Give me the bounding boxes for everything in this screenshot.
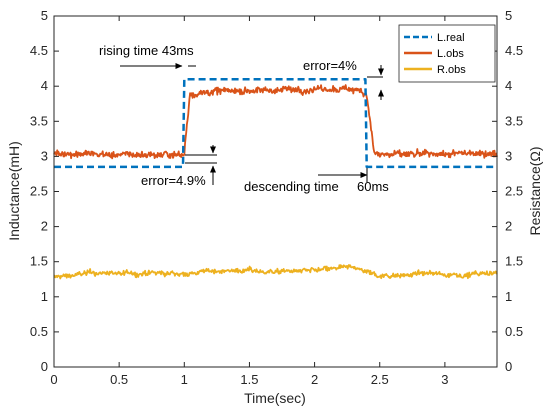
y-axis-right-label: Resistance(Ω) — [527, 146, 543, 235]
series-line-r-obs — [53, 264, 498, 280]
annotation-error-top: error=4% — [303, 58, 384, 100]
y-tick-label-left: 5 — [41, 8, 48, 23]
y-tick-label-left: 4 — [41, 78, 48, 93]
annotation-error-bottom-text: error=4.9% — [141, 173, 206, 188]
annotation-rising-text: rising time 43ms — [99, 43, 194, 58]
annotation-descending-ms: 60ms — [357, 179, 389, 194]
y-tick-label-left: 2.5 — [30, 184, 48, 199]
series-line-l-obs — [53, 84, 498, 160]
y-tick-label-right: 2.5 — [505, 184, 523, 199]
y-tick-label-left: 1.5 — [30, 254, 48, 269]
y-tick-label-left: 3 — [41, 148, 48, 163]
axis-ticks: 0 0.5 1 1.5 2 2.5 30 00.5 0.51 11.5 1.52 22.5 2.53 33… — [30, 8, 523, 387]
y-tick-label-left: 0.5 — [30, 324, 48, 339]
y-tick-label-right: 2 — [505, 219, 512, 234]
y-tick-label-right: 5 — [505, 8, 512, 23]
x-tick-label: 2 — [311, 372, 318, 387]
y-tick-label-left: 1 — [41, 289, 48, 304]
y-tick-label-left: 4.5 — [30, 43, 48, 58]
y-tick-label-right: 3.5 — [505, 113, 523, 128]
y-tick-label-right: 0.5 — [505, 324, 523, 339]
legend-label-r-obs: R.obs — [437, 64, 466, 76]
x-tick-label: 1 — [181, 372, 188, 387]
y-axis-left-label: Inductance(mH) — [6, 141, 22, 241]
x-tick-label: 2.5 — [371, 372, 389, 387]
y-tick-label-right: 0 — [505, 359, 512, 374]
x-tick-label: 0 — [50, 372, 57, 387]
x-tick-label: 0.5 — [110, 372, 128, 387]
annotation-rising: rising time 43ms — [99, 43, 196, 69]
annotation-descending: descending time 60ms — [244, 168, 389, 194]
series-layer — [53, 77, 498, 280]
y-tick-label-right: 1.5 — [505, 254, 523, 269]
annotation-error-bottom: error=4.9% — [141, 145, 217, 188]
x-axis-label: Time(sec) — [244, 390, 306, 406]
y-tick-label-left: 0 — [41, 359, 48, 374]
y-tick-label-left: 2 — [41, 219, 48, 234]
y-tick-label-right: 1 — [505, 289, 512, 304]
annotation-descending-text: descending time — [244, 179, 339, 194]
x-tick-label: 3 — [441, 372, 448, 387]
y-tick-label-right: 4.5 — [505, 43, 523, 58]
y-tick-label-left: 3.5 — [30, 113, 48, 128]
y-tick-label-right: 4 — [505, 78, 512, 93]
annotation-error-top-text: error=4% — [303, 58, 357, 73]
legend-label-l-obs: L.obs — [437, 48, 464, 60]
y-tick-label-right: 3 — [505, 148, 512, 163]
series-line-l-real — [54, 77, 497, 169]
x-tick-label: 1.5 — [240, 372, 258, 387]
legend-label-l-real: L.real — [437, 32, 465, 44]
legend: L.real L.obs R.obs — [398, 24, 496, 83]
